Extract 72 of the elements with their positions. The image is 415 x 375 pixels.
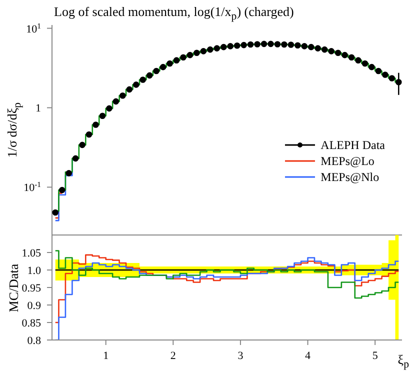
point [220, 44, 227, 50]
chart-title: Log of scaled momentum, log(1/x$_{p}$) (charged) [54, 4, 294, 23]
point [86, 131, 92, 138]
point [281, 41, 288, 48]
legend-label: MEPs@Lo [320, 154, 374, 168]
point [112, 98, 120, 105]
legend-label: ALEPH Data [320, 138, 385, 152]
y-tick-label: 0.9 [27, 300, 42, 312]
point [355, 57, 362, 64]
point [52, 209, 59, 216]
y-tick-label: 1.05 [22, 248, 42, 260]
y-tick-label: 0.95 [22, 282, 42, 294]
x-tick-label: 5 [372, 350, 378, 362]
point [342, 52, 348, 58]
point [200, 48, 207, 54]
point [140, 76, 146, 83]
point [227, 43, 234, 50]
point [58, 186, 66, 194]
point [132, 82, 140, 88]
point [160, 64, 166, 70]
point [79, 142, 86, 148]
y-tick-label: 10$^{1}$ [26, 20, 42, 36]
point [234, 42, 240, 49]
x-tick-label: 2 [170, 350, 176, 362]
point [301, 43, 308, 50]
point [382, 72, 388, 78]
point [348, 54, 355, 61]
point [247, 41, 254, 48]
point [186, 52, 194, 58]
y-tick-label: 1 [36, 102, 41, 115]
point [72, 155, 79, 162]
point [288, 42, 294, 48]
point [194, 50, 200, 56]
point [294, 42, 301, 48]
point [362, 60, 368, 67]
y-tick-label: 10$^{-1}$ [24, 180, 42, 194]
point [314, 45, 322, 52]
point [268, 40, 274, 48]
point [274, 41, 281, 48]
point [207, 46, 214, 53]
point [214, 45, 220, 52]
x-tick-label: 3 [238, 350, 244, 362]
y-axis-title: MC/Data [6, 263, 22, 312]
point [254, 41, 260, 48]
point [120, 92, 126, 99]
point [388, 75, 396, 82]
x-tick-label: 4 [305, 350, 312, 362]
point [173, 57, 180, 64]
point [321, 46, 328, 53]
legend-label: MEPs@Nlo [320, 170, 380, 184]
x-axis-title: ξ$_{p}$ [398, 352, 409, 371]
point [99, 112, 106, 120]
point [126, 86, 133, 93]
point [334, 50, 342, 56]
point [66, 170, 72, 176]
point [240, 42, 247, 48]
point [328, 48, 334, 54]
y-tick-label: 0.85 [22, 318, 42, 330]
point [260, 40, 268, 48]
point [146, 72, 153, 79]
point [180, 54, 186, 61]
point [153, 68, 160, 74]
y-tick-label: 0.8 [27, 335, 42, 347]
x-tick-label: 1 [103, 350, 109, 362]
point [368, 64, 375, 70]
point [375, 68, 382, 74]
point [106, 105, 112, 112]
point [92, 122, 99, 128]
point [395, 78, 402, 86]
point [166, 60, 173, 67]
point [308, 44, 314, 50]
y-tick-label: 1.0 [27, 265, 42, 277]
